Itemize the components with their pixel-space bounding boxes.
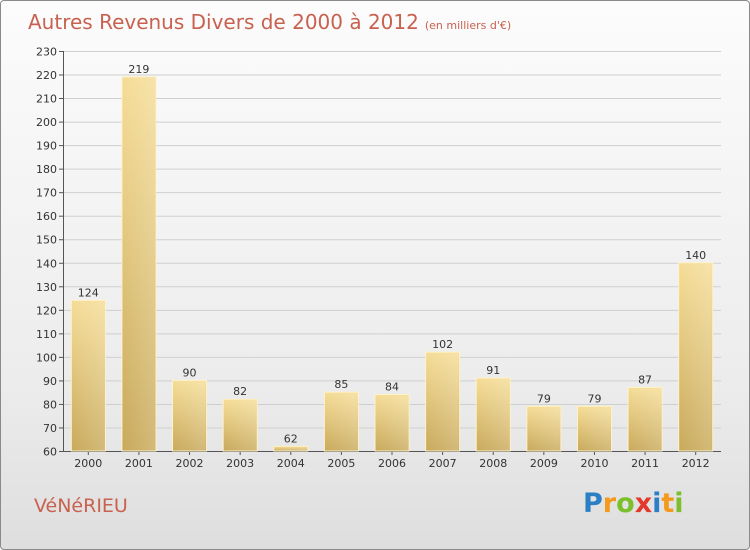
x-tick-label: 2010	[580, 457, 608, 470]
x-tick-label: 2001	[125, 457, 153, 470]
data-label: 79	[587, 392, 601, 405]
y-tick-label: 120	[36, 304, 57, 317]
x-tick-label: 2009	[530, 457, 558, 470]
y-tick-label: 110	[36, 328, 57, 341]
y-tick-label: 200	[36, 116, 57, 129]
bars	[70, 76, 714, 452]
brand-logo-letter: t	[661, 488, 675, 519]
bar-highlight	[376, 395, 408, 451]
x-tick-label: 2004	[277, 457, 305, 470]
y-tick-label: 80	[43, 398, 57, 411]
y-tick-label: 210	[36, 93, 57, 106]
bar-highlight	[224, 400, 257, 451]
bar-highlight	[325, 393, 358, 451]
y-tick-label: 180	[36, 163, 57, 176]
data-label: 84	[385, 381, 399, 394]
x-tick-label: 2008	[479, 457, 507, 470]
data-label: 62	[284, 432, 298, 445]
y-tick-label: 170	[36, 187, 57, 200]
bar-highlight	[527, 407, 560, 451]
data-label: 85	[334, 378, 348, 391]
data-label: 124	[78, 286, 99, 299]
brand-logo: Proxiti	[583, 488, 684, 519]
y-tick-label: 190	[36, 140, 57, 153]
y-tick-label: 160	[36, 210, 57, 223]
x-tick-label: 2012	[682, 457, 710, 470]
x-tick-label: 2011	[631, 457, 659, 470]
y-tick-label: 230	[36, 46, 57, 59]
data-label: 90	[183, 366, 197, 379]
y-tick-label: 100	[36, 351, 57, 364]
bar-highlight	[578, 407, 611, 451]
data-label: 102	[432, 338, 453, 351]
place-name: VéNéRIEU	[34, 495, 128, 517]
y-tick-label: 90	[43, 375, 57, 388]
y-tick-label: 70	[43, 422, 57, 435]
y-tick-label: 150	[36, 234, 57, 247]
data-label: 87	[638, 373, 652, 386]
x-tick-label: 2000	[74, 457, 102, 470]
brand-logo-letter: x	[634, 488, 653, 519]
data-label: 91	[486, 364, 500, 377]
brand-logo-letter: i	[652, 488, 662, 519]
brand-logo-letter: P	[583, 488, 603, 519]
data-label: 140	[685, 249, 706, 262]
brand-logo-letter: o	[616, 488, 635, 519]
value-labels: 124 219 90 82 62 85 84 102 91 79 79 87 140	[78, 63, 706, 445]
chart-title: Autres Revenus Divers de 2000 à 2012 (en …	[28, 10, 511, 34]
bar-highlight	[72, 301, 105, 451]
x-tick-label: 2005	[327, 457, 355, 470]
data-label: 82	[233, 385, 247, 398]
y-tick-label: 130	[36, 281, 57, 294]
bar-highlight	[173, 381, 206, 451]
chart-subtitle: (en milliers d'€)	[424, 19, 512, 32]
bar-highlight	[679, 263, 712, 451]
bar-highlight	[122, 77, 155, 451]
chart-title-text: Autres Revenus Divers de 2000 à 2012	[28, 10, 419, 34]
bar-highlight	[477, 379, 510, 451]
data-label: 79	[537, 392, 551, 405]
brand-logo-letter: r	[602, 488, 617, 519]
x-tick-label: 2002	[176, 457, 204, 470]
brand-logo-letter: i	[674, 488, 684, 519]
y-tick-label: 220	[36, 69, 57, 82]
bar-highlight	[274, 447, 307, 451]
x-tick-label: 2007	[429, 457, 457, 470]
x-tick-label: 2006	[378, 457, 406, 470]
bar-highlight	[426, 353, 459, 451]
y-tick-label: 60	[43, 446, 57, 459]
y-tick-label: 140	[36, 257, 57, 270]
x-tick-label: 2003	[226, 457, 254, 470]
data-label: 219	[128, 63, 149, 76]
bar-highlight	[629, 388, 662, 451]
